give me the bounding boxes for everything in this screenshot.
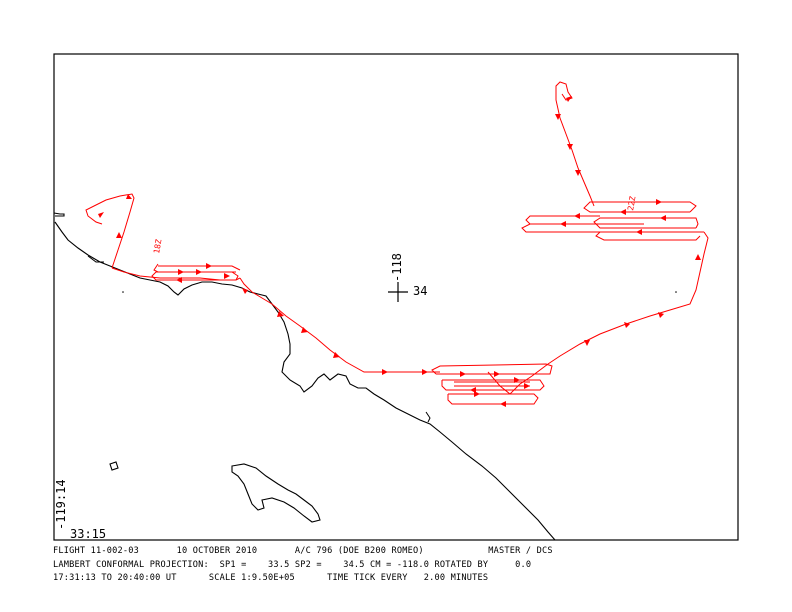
- center-lat-label: 34: [413, 284, 427, 298]
- footer-flight-info: FLIGHT 11-002-03 10 OCTOBER 2010 A/C 796…: [53, 546, 553, 556]
- corner-lon-label: -119:14: [54, 479, 68, 530]
- coastline: [53, 212, 556, 541]
- center-lon-label: -118: [390, 253, 404, 282]
- center-crosshair: [388, 282, 408, 302]
- track-label-22z: 22Z: [626, 195, 637, 211]
- track-label-18z: 18Z: [152, 238, 163, 254]
- footer-time-scale-info: 17:31:13 TO 20:40:00 UT SCALE 1:9.50E+05…: [53, 573, 489, 583]
- small-island: [109, 461, 119, 471]
- footer-projection-info: LAMBERT CONFORMAL PROJECTION: SP1 = 33.5…: [53, 560, 532, 570]
- corner-lat-label: 33:15: [70, 527, 106, 541]
- map-border: [53, 53, 739, 541]
- catalina-island: [231, 463, 321, 523]
- flight-track: [85, 81, 709, 405]
- coastline-detail: [87, 255, 431, 423]
- island-dot: [675, 291, 677, 293]
- time-ticks: [98, 96, 701, 407]
- island-dot: [122, 291, 124, 293]
